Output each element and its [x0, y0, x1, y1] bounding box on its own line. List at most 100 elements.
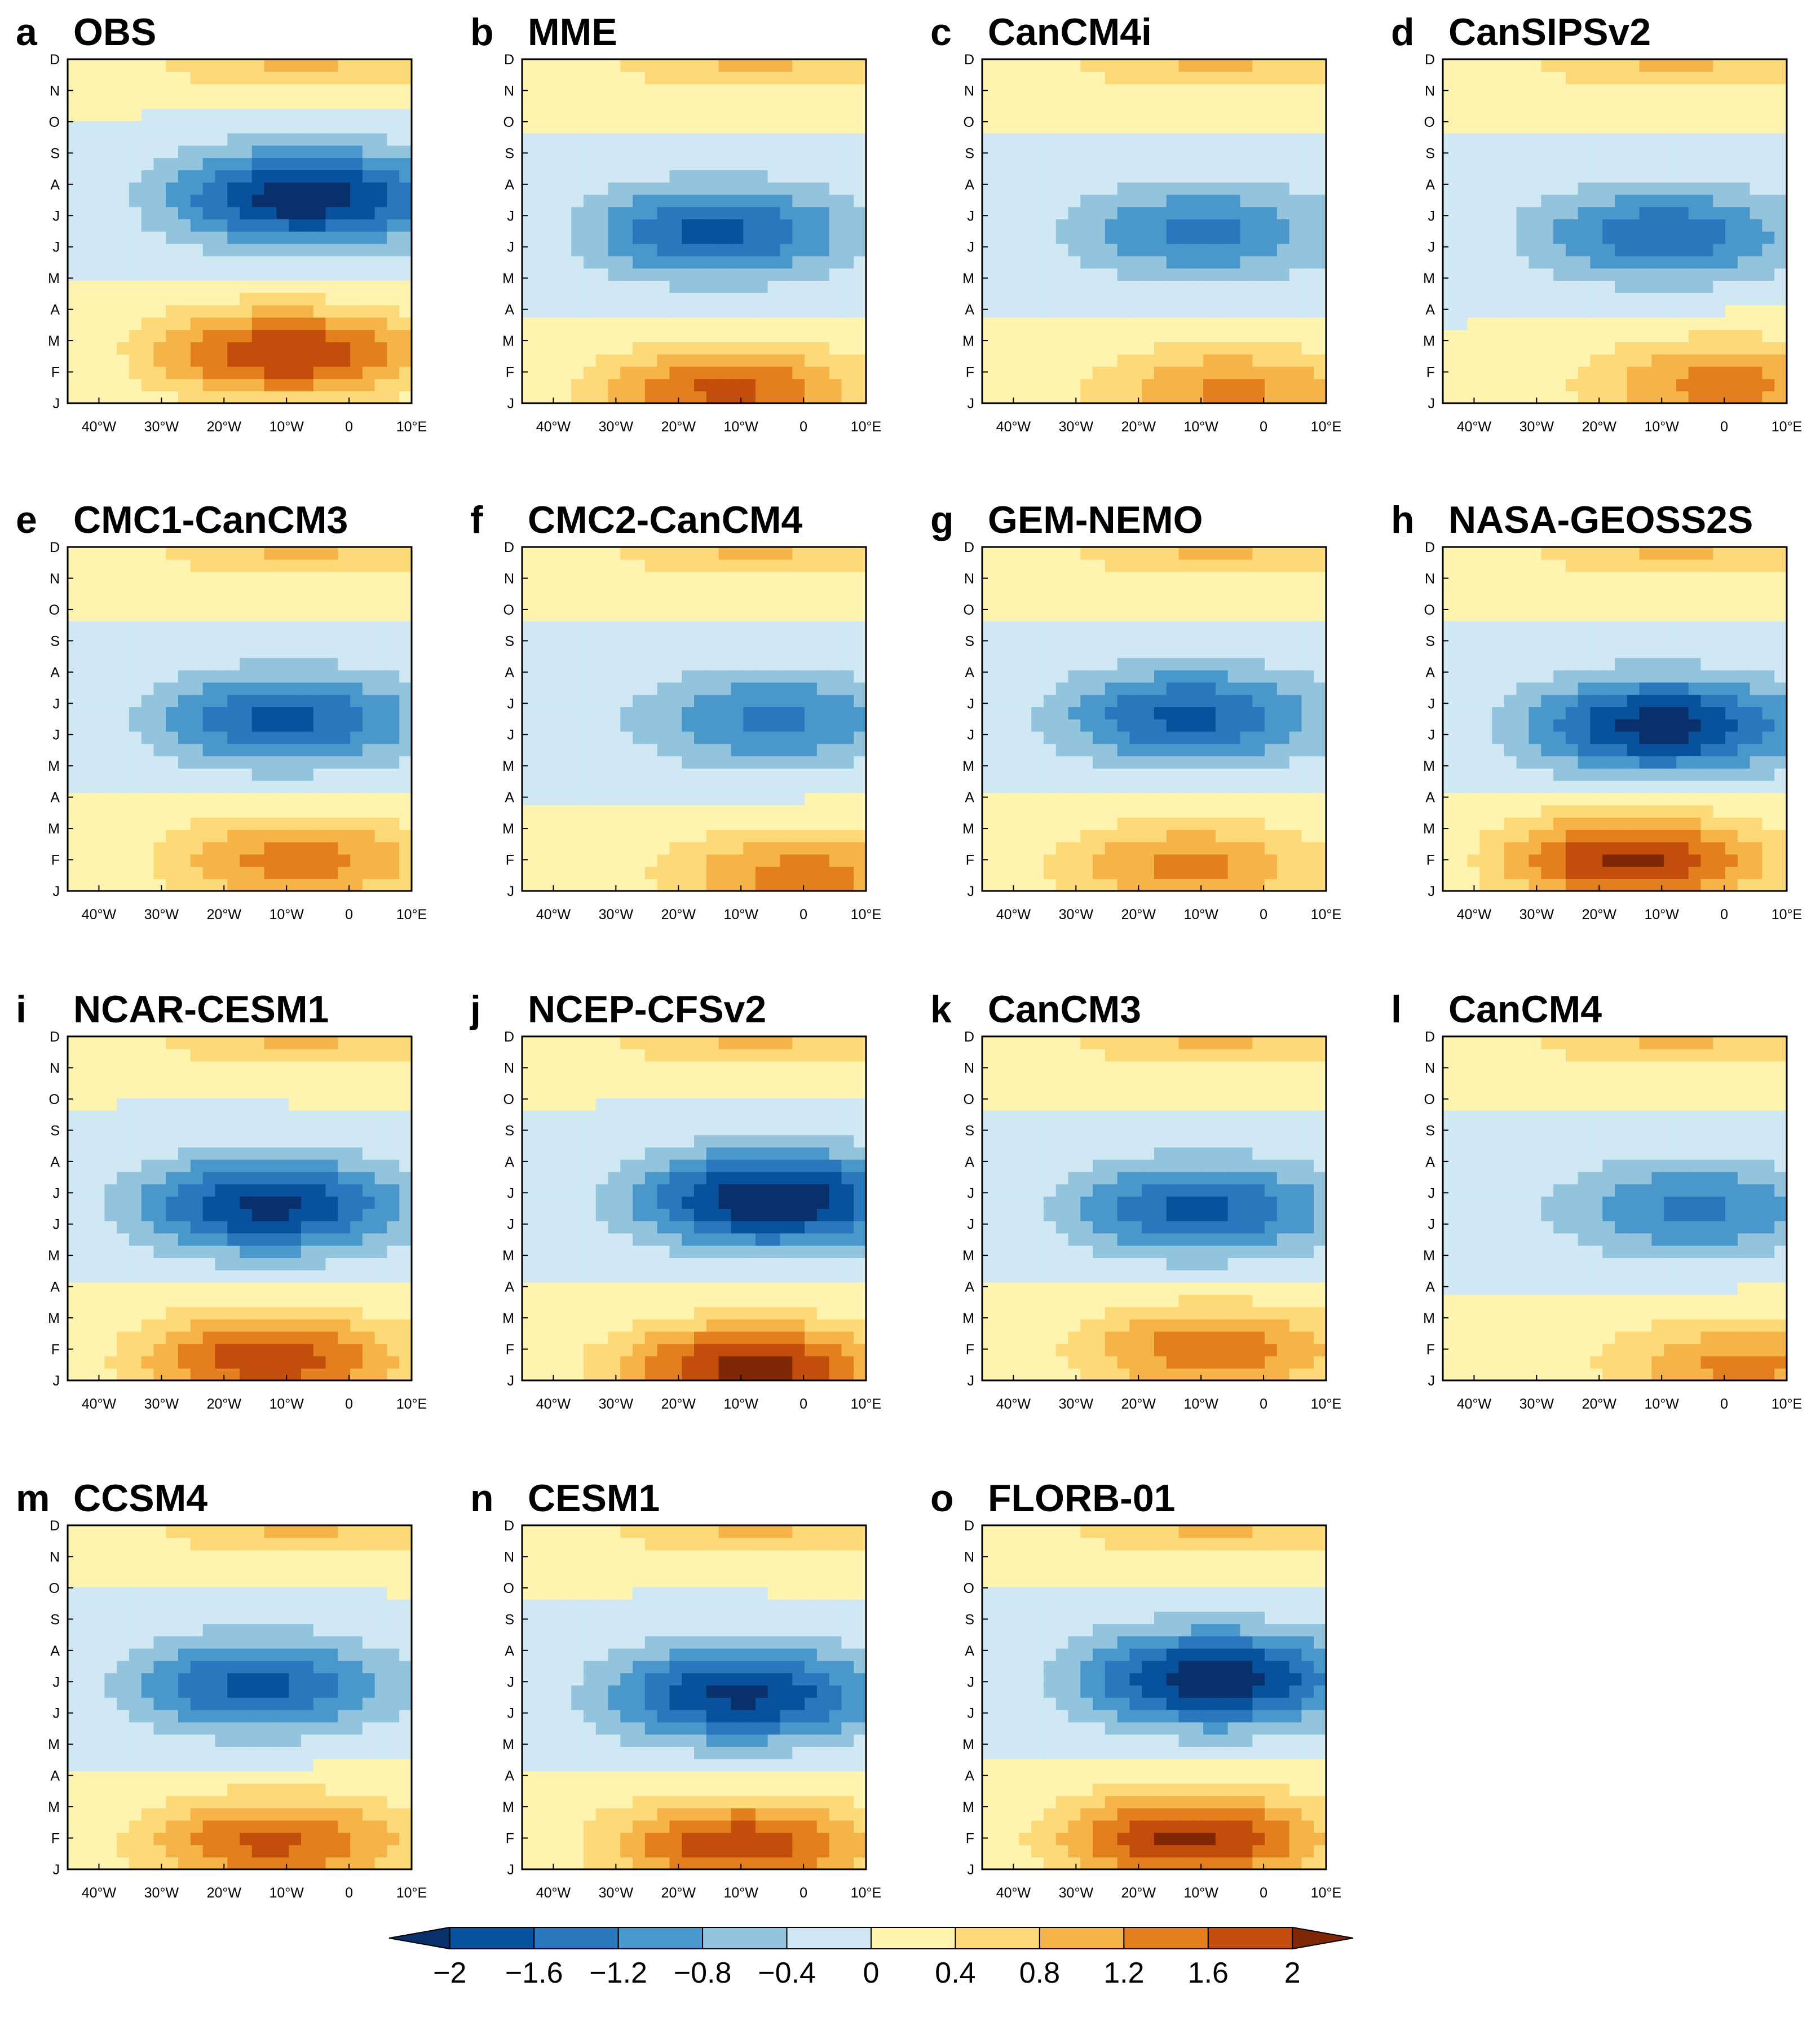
- field-cell: [571, 731, 584, 744]
- field-cell: [694, 219, 707, 232]
- field-cell: [595, 304, 609, 318]
- field-cell: [620, 194, 633, 208]
- field-cell: [546, 841, 560, 855]
- field-cell: [608, 756, 621, 769]
- field-cell: [374, 756, 388, 769]
- field-cell: [1191, 157, 1204, 170]
- field-cell: [1080, 170, 1093, 183]
- field-cell: [1166, 194, 1180, 208]
- field-cell: [706, 378, 719, 392]
- field-cell: [1276, 342, 1290, 355]
- field-cell: [657, 268, 670, 281]
- field-cell: [79, 268, 93, 281]
- field-cell: [141, 354, 154, 367]
- field-cell: [240, 194, 253, 208]
- field-cell: [595, 219, 609, 232]
- field-cell: [264, 292, 277, 306]
- field-cell: [994, 866, 1008, 880]
- field-cell: [1314, 157, 1326, 170]
- field-cell: [731, 657, 744, 670]
- field-cell: [571, 329, 584, 342]
- field-cell: [1301, 304, 1315, 318]
- field-cell: [780, 304, 793, 318]
- field-cell: [1541, 194, 1554, 208]
- field-cell: [767, 719, 781, 732]
- field-cell: [595, 182, 609, 195]
- field-cell: [854, 633, 866, 646]
- field-cell: [338, 547, 351, 560]
- field-cell: [129, 71, 142, 85]
- field-cell: [571, 805, 584, 818]
- field-cell: [731, 829, 744, 842]
- field-cell: [1068, 120, 1081, 134]
- field-cell: [325, 342, 339, 355]
- field-cell: [608, 854, 621, 867]
- field-cell: [841, 743, 855, 757]
- field-cell: [178, 329, 191, 342]
- field-cell: [1240, 182, 1253, 195]
- field-cell: [1191, 255, 1204, 269]
- field-cell: [743, 304, 756, 318]
- field-cell: [829, 268, 842, 281]
- field-cell: [583, 829, 597, 842]
- field-cell: [79, 231, 93, 244]
- field-cell: [608, 157, 621, 170]
- field-cell: [1265, 83, 1278, 97]
- field-cell: [644, 354, 658, 367]
- field-cell: [841, 108, 855, 121]
- field-cell: [289, 780, 302, 793]
- field-cell: [251, 317, 265, 330]
- field-cell: [682, 817, 695, 830]
- field-cell: [289, 194, 302, 208]
- field-cell: [362, 317, 376, 330]
- field-cell: [706, 645, 719, 658]
- field-cell: [816, 292, 830, 306]
- field-cell: [1762, 59, 1775, 72]
- field-cell: [240, 219, 253, 232]
- field-cell: [1043, 243, 1057, 257]
- field-cell: [792, 694, 805, 708]
- field-cell: [755, 743, 768, 757]
- field-cell: [780, 354, 793, 367]
- field-cell: [1492, 243, 1505, 257]
- field-cell: [1093, 59, 1106, 72]
- field-cell: [571, 719, 584, 732]
- field-cell: [743, 559, 756, 572]
- field-cell: [104, 391, 117, 403]
- field-cell: [276, 194, 289, 208]
- field-cell: [816, 633, 830, 646]
- field-cell: [718, 170, 732, 183]
- field-cell: [325, 292, 339, 306]
- field-cell: [202, 280, 216, 293]
- field-cell: [166, 83, 179, 97]
- field-cell: [251, 231, 265, 244]
- field-cell: [743, 231, 756, 244]
- field-cell: [1467, 243, 1481, 257]
- field-cell: [141, 657, 154, 670]
- field-cell: [215, 866, 228, 880]
- field-cell: [1289, 133, 1302, 146]
- field-cell: [1178, 170, 1192, 183]
- field-cell: [1590, 194, 1603, 208]
- field-cell: [276, 633, 289, 646]
- field-cell: [829, 219, 842, 232]
- field-cell: [1725, 292, 1738, 306]
- field-cell: [276, 255, 289, 269]
- field-cell: [1676, 354, 1689, 367]
- field-cell: [982, 694, 995, 708]
- field-cell: [1301, 255, 1315, 269]
- field-cell: [350, 866, 363, 880]
- field-cell: [1314, 83, 1326, 97]
- field-cell: [1467, 206, 1481, 220]
- field-cell: [583, 83, 597, 97]
- field-cell: [620, 584, 633, 597]
- field-cell: [982, 669, 995, 683]
- field-cell: [718, 707, 732, 720]
- field-cell: [805, 657, 818, 670]
- field-cell: [1191, 231, 1204, 244]
- field-cell: [1215, 96, 1229, 109]
- field-cell: [1455, 378, 1468, 392]
- field-cell: [559, 633, 572, 646]
- field-cell: [1602, 304, 1615, 318]
- field-cell: [620, 182, 633, 195]
